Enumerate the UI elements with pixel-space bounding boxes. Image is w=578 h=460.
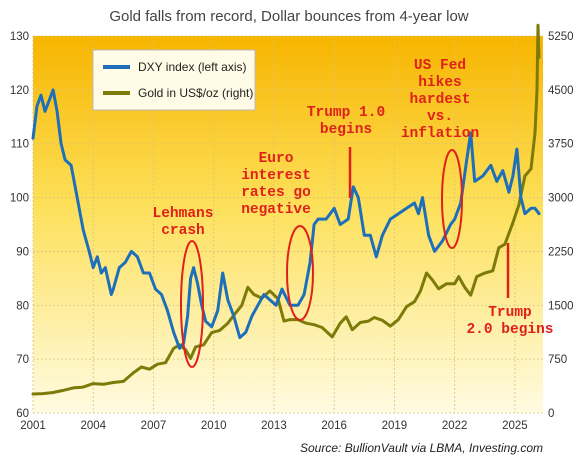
y-right-tick-label: 3750 <box>548 139 574 151</box>
y-right-tick-label: 750 <box>548 354 567 366</box>
legend-label-gold: Gold in US$/oz (right) <box>138 86 253 100</box>
annotation-line: hardest <box>410 92 471 108</box>
annotation-euro: Euro interest rates go negative <box>241 151 311 218</box>
x-tick-label: 2013 <box>261 420 287 432</box>
annotation-line: Trump 1.0 <box>307 105 385 121</box>
annotation-line: 2.0 begins <box>466 322 553 338</box>
annotation-fed: US Fed hikes hardest vs. inflation <box>401 58 479 142</box>
y-left-tick-label: 130 <box>10 31 29 43</box>
annotation-line: interest <box>241 168 311 184</box>
x-tick-label: 2025 <box>502 420 528 432</box>
annotation-line: Euro <box>259 151 294 167</box>
x-tick-label: 2007 <box>141 420 167 432</box>
x-tick-label: 2019 <box>382 420 408 432</box>
y-left-tick-label: 90 <box>16 246 29 258</box>
x-tick-label: 2004 <box>80 420 106 432</box>
annotation-line: rates go <box>241 185 311 201</box>
dxy-line <box>31 88 541 350</box>
gridlines <box>32 35 543 414</box>
highlight-ellipse <box>441 149 463 249</box>
annotation-line: US Fed <box>414 58 466 74</box>
annotation-line: inflation <box>401 126 479 142</box>
annotation-line: crash <box>161 223 205 239</box>
y-left-tick-label: 60 <box>16 408 29 420</box>
highlight-ellipses <box>180 149 463 368</box>
annotation-line: Lehmans <box>153 206 214 222</box>
y-right-tick-label: 4500 <box>548 85 574 97</box>
annotation-pointers <box>348 147 510 298</box>
y-left-tick-label: 80 <box>16 300 29 312</box>
y-right-tick-label: 5250 <box>548 31 574 43</box>
y-axis-right: 0 750 1500 2250 3000 3750 4500 5250 <box>548 31 574 420</box>
annotation-lehmans: Lehmans crash <box>153 206 214 239</box>
x-tick-label: 2022 <box>442 420 468 432</box>
y-left-tick-label: 100 <box>10 193 29 205</box>
x-tick-label: 2010 <box>201 420 227 432</box>
x-tick-label: 2001 <box>20 420 46 432</box>
chart-title: Gold falls from record, Dollar bounces f… <box>109 8 468 25</box>
annotation-line: vs. <box>427 109 453 125</box>
legend: DXY index (left axis) Gold in US$/oz (ri… <box>92 49 256 111</box>
y-right-tick-label: 3000 <box>548 193 574 205</box>
annotation-line: hikes <box>418 75 462 91</box>
annotation-line: Trump <box>488 305 532 321</box>
highlight-ellipse <box>286 225 314 321</box>
legend-label-dxy: DXY index (left axis) <box>138 60 247 74</box>
annotation-line: negative <box>241 202 311 218</box>
y-left-tick-label: 110 <box>11 139 29 151</box>
gold-line <box>31 23 541 396</box>
annotation-trump1: Trump 1.0 begins <box>307 105 385 138</box>
y-left-tick-label: 70 <box>16 354 29 366</box>
y-right-tick-label: 0 <box>548 408 554 420</box>
y-axis-left: 60 70 80 90 100 110 120 130 <box>10 31 29 420</box>
annotation-trump2: Trump 2.0 begins <box>466 305 553 338</box>
x-tick-label: 2016 <box>321 420 347 432</box>
dxy-series <box>31 88 541 350</box>
highlight-ellipse <box>180 240 204 368</box>
y-right-tick-label: 2250 <box>548 246 574 258</box>
y-right-tick-label: 1500 <box>548 300 574 312</box>
annotations: Lehmans crash Euro interest rates go negative… <box>153 58 554 338</box>
source-note: Source: BullionVault via LBMA, Investing… <box>300 441 543 455</box>
legend-box <box>92 49 256 111</box>
gold-series <box>31 23 541 396</box>
annotation-line: begins <box>320 122 372 138</box>
x-axis: 2001 2004 2007 2010 2013 2016 2019 2022 2025 <box>20 420 527 432</box>
y-left-tick-label: 120 <box>10 85 29 97</box>
